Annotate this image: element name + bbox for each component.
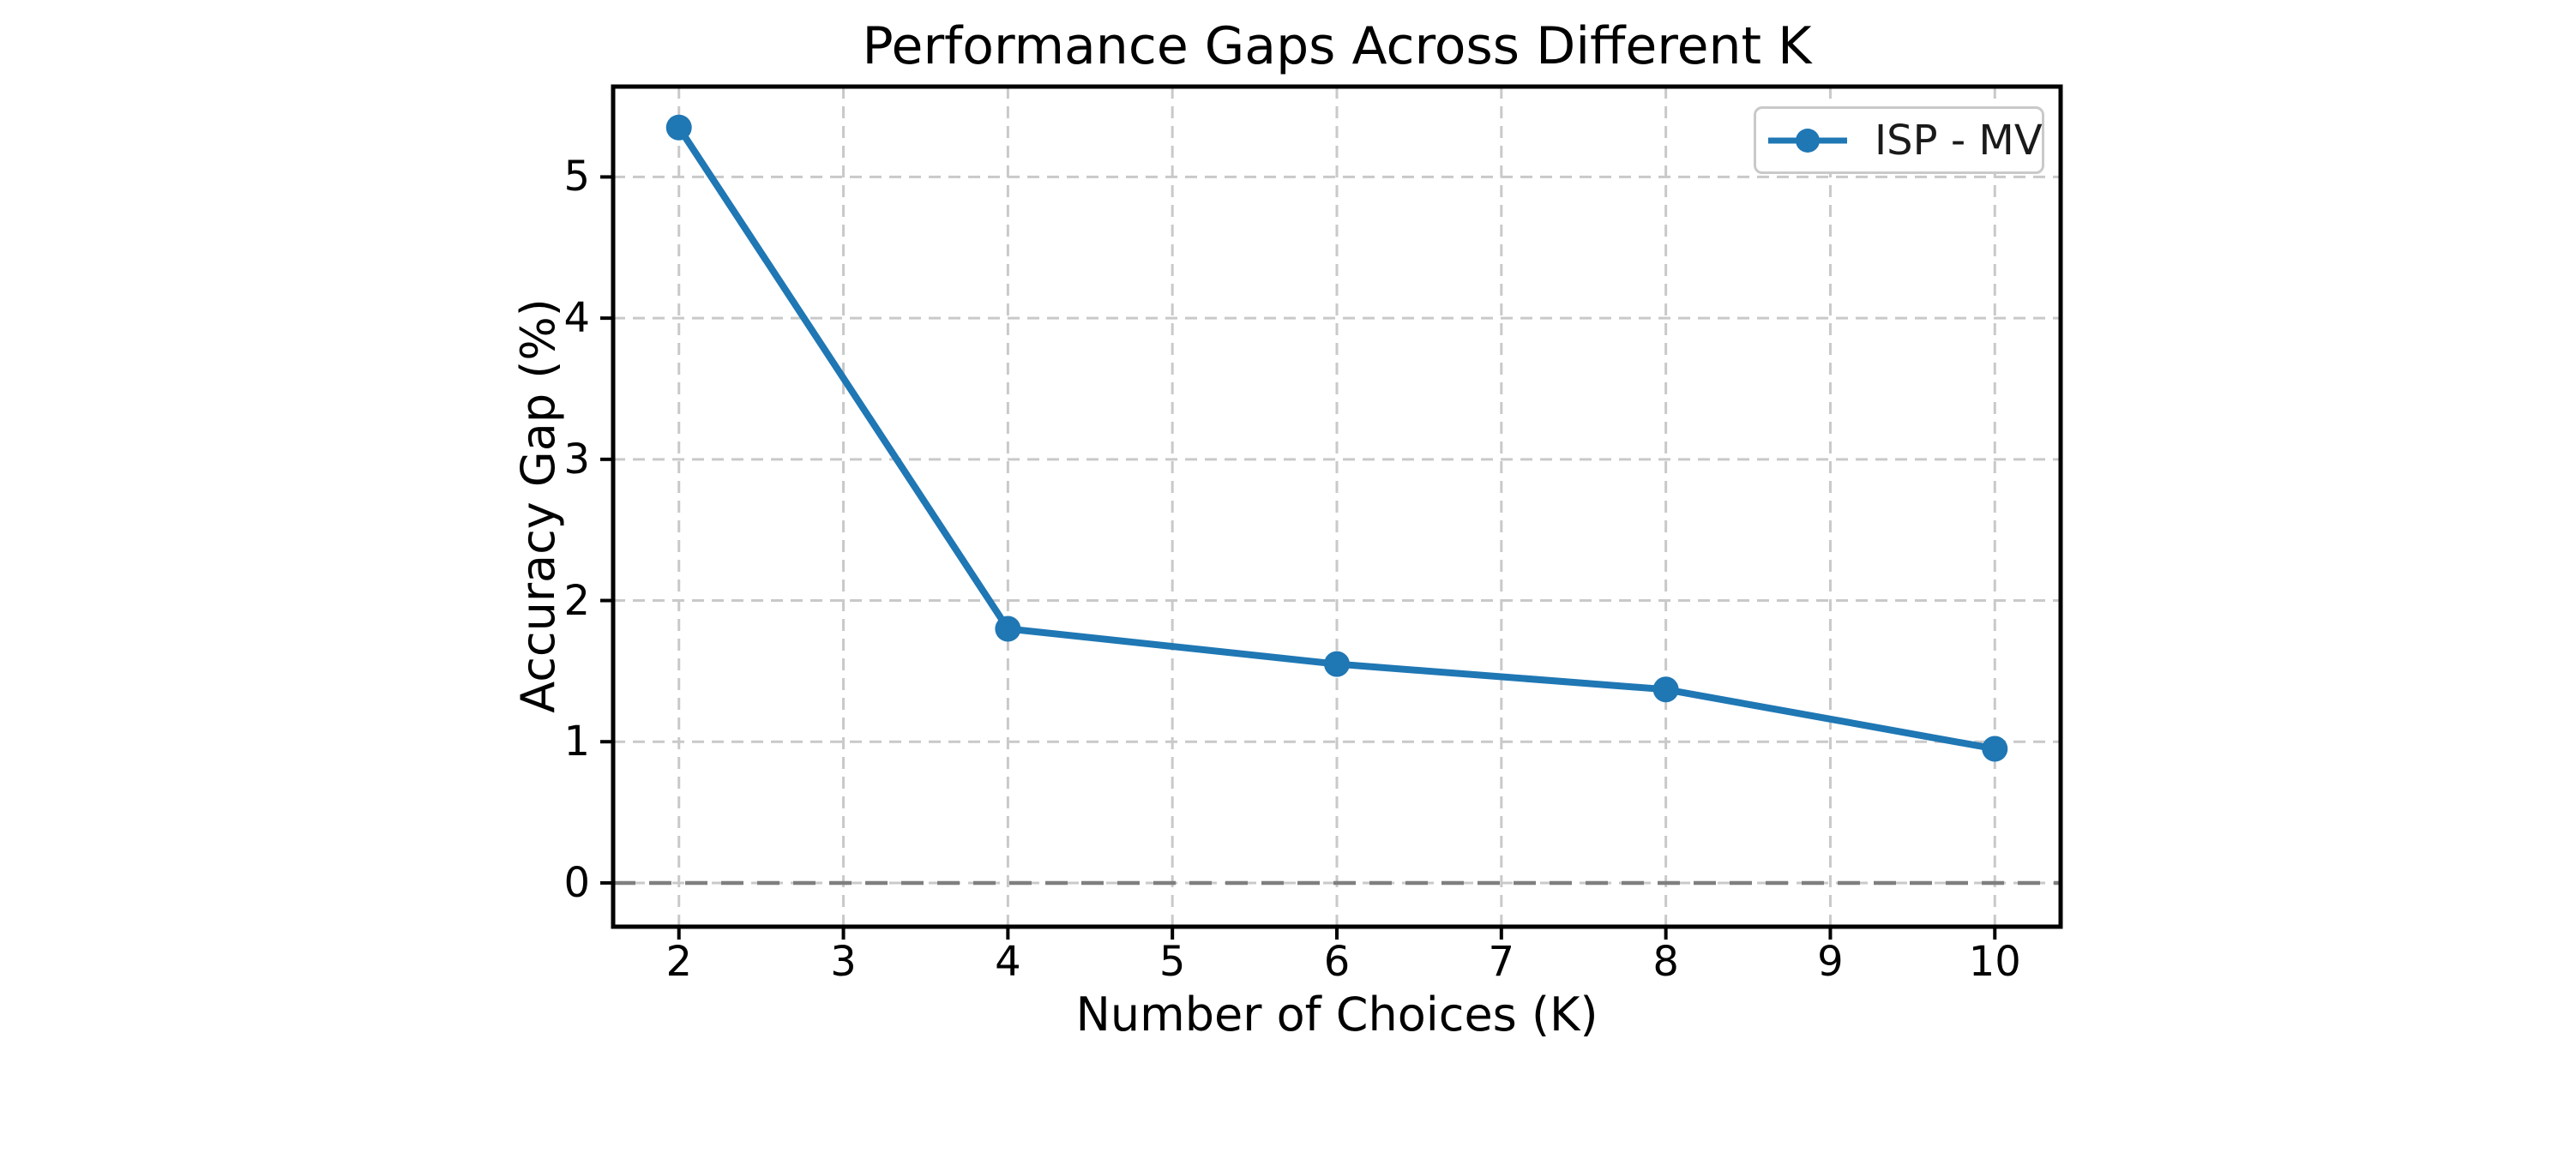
legend: ISP - MV <box>1754 106 2044 174</box>
x-tick-label: 3 <box>830 938 857 986</box>
x-tick-label: 10 <box>1968 938 2021 986</box>
data-point-marker <box>1652 676 1679 703</box>
y-axis-label: Accuracy Gap (%) <box>511 298 565 713</box>
chart-title: Performance Gaps Across Different K <box>862 16 1812 76</box>
x-tick-label: 6 <box>1323 938 1351 986</box>
y-tick-label: 2 <box>563 576 590 625</box>
x-axis-label: Number of Choices (K) <box>1075 988 1598 1042</box>
y-tick-label: 0 <box>563 858 590 907</box>
data-point-marker <box>665 114 692 141</box>
data-point-marker <box>995 616 1021 642</box>
legend-label: ISP - MV <box>1875 116 2043 165</box>
legend-line-marker-icon <box>1768 128 1847 153</box>
data-point-marker <box>1324 651 1350 677</box>
x-tick-label: 9 <box>1817 938 1844 986</box>
y-tick-label: 3 <box>563 435 590 483</box>
x-tick-label: 7 <box>1488 938 1515 986</box>
y-tick-label: 1 <box>563 718 590 766</box>
y-tick-label: 4 <box>563 294 590 343</box>
y-tick-label: 5 <box>563 153 590 201</box>
x-tick-label: 8 <box>1652 938 1679 986</box>
x-tick-label: 4 <box>995 938 1021 986</box>
x-tick-label: 5 <box>1159 938 1186 986</box>
x-tick-label: 2 <box>665 938 692 986</box>
data-point-marker <box>1982 736 2008 762</box>
